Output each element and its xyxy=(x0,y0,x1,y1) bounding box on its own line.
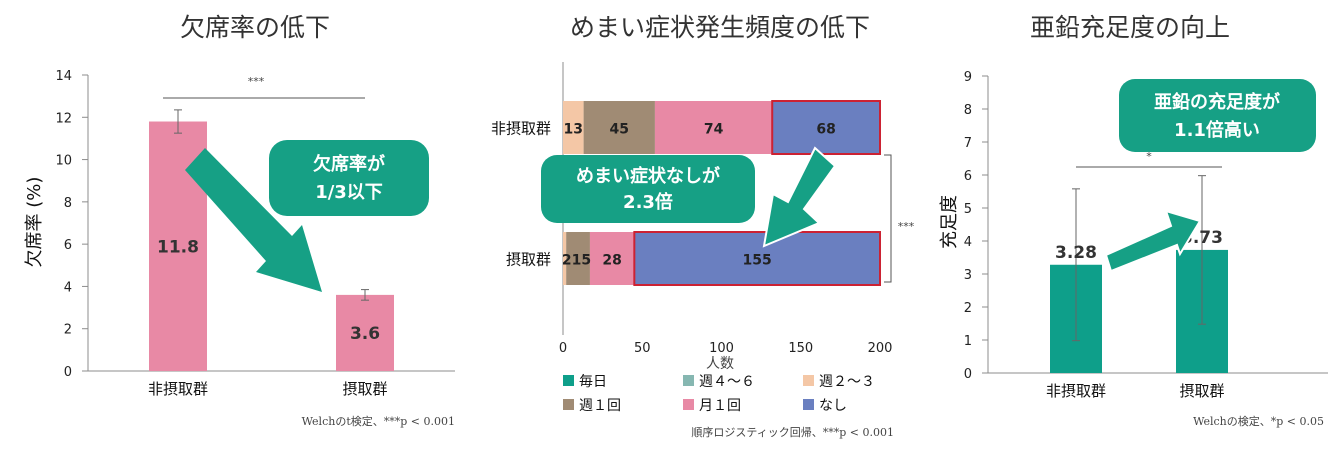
legend-label: なし xyxy=(819,398,847,414)
callout-box xyxy=(541,155,755,223)
segment-label: 155 xyxy=(743,253,772,269)
y-tick-label: 0 xyxy=(64,365,72,380)
x-tick-label: 50 xyxy=(634,341,651,356)
callout-line-1: 欠席率が xyxy=(313,153,385,175)
callout-line-2: 1/3以下 xyxy=(315,182,383,203)
bar-segment xyxy=(566,232,590,285)
segment-label: 68 xyxy=(816,122,835,138)
x-tick-label: 200 xyxy=(868,341,893,356)
significance-marker: *** xyxy=(248,75,265,88)
bar-segment xyxy=(563,232,567,285)
legend-swatch xyxy=(563,375,574,386)
x-tick-label: 150 xyxy=(788,341,813,356)
legend-label: 毎日 xyxy=(579,374,607,390)
x-tick-label: 摂取群 xyxy=(1179,382,1224,400)
y-tick-label: 14 xyxy=(55,69,72,84)
absence-rate-chart: 欠席率の低下 欠席率 (%) 0 2 4 6 8 10 12 14 11.8 非摂取群 3.6 摂取… xyxy=(24,13,455,428)
increase-arrow xyxy=(1104,209,1202,273)
segment-label: 45 xyxy=(610,122,629,138)
y-tick-label: 6 xyxy=(64,238,72,253)
bar-segment xyxy=(589,232,635,285)
footnote: Welchのt検定、***p < 0.001 xyxy=(302,414,455,428)
legend-label: 週１回 xyxy=(579,398,621,414)
y-tick-label: 非摂取群 xyxy=(491,120,551,138)
chart-title: めまい症状発生頻度の低下 xyxy=(570,13,870,42)
bar-segment xyxy=(654,101,773,154)
segment-label: 215 xyxy=(562,253,591,269)
y-tick-label: 8 xyxy=(964,103,972,118)
legend-label: 週２～３ xyxy=(819,374,875,390)
callout-box xyxy=(269,140,429,216)
y-axis-label: 欠席率 (%) xyxy=(24,177,45,268)
data-label: 11.8 xyxy=(157,237,199,257)
legend-label: 月１回 xyxy=(699,398,741,414)
y-tick-label: 12 xyxy=(55,111,72,126)
y-tick-label: 4 xyxy=(964,235,972,250)
legend-swatch xyxy=(803,399,814,410)
chart-title: 亜鉛充足度の向上 xyxy=(1030,13,1230,42)
legend: 毎日 週４～６ 週２～３ 週１回 月１回 なし xyxy=(563,374,875,414)
callout-line-1: めまい症状なしが xyxy=(576,165,720,187)
absence-rate-chart-panel: 欠席率の低下 欠席率 (%) 0 2 4 6 8 10 12 14 11.8 非摂取群 3.6 摂取… xyxy=(0,0,470,447)
y-tick-label: 10 xyxy=(55,154,72,169)
y-tick-label: 4 xyxy=(64,280,72,295)
legend-swatch xyxy=(683,375,694,386)
segment-label: 74 xyxy=(704,122,724,138)
callout-line-2: 2.3倍 xyxy=(623,191,673,213)
significance-marker: *** xyxy=(898,220,915,233)
y-tick-label: 2 xyxy=(964,301,972,316)
significance-bracket xyxy=(884,154,892,283)
segment-label: 13 xyxy=(564,122,583,138)
legend-swatch xyxy=(563,399,574,410)
x-tick-label: 0 xyxy=(559,341,567,356)
bar-segment xyxy=(771,100,881,155)
y-tick-label: 6 xyxy=(964,169,972,184)
callout-line-2: 1.1倍高い xyxy=(1174,119,1260,141)
y-tick-label: 5 xyxy=(964,202,972,217)
legend-label: 週４～６ xyxy=(699,374,755,390)
y-axis-label: 充足度 xyxy=(939,195,960,249)
footnote: 順序ロジスティック回帰、***p < 0.001 xyxy=(691,425,894,439)
y-tick-label: 9 xyxy=(964,70,972,85)
bar-segment xyxy=(563,101,584,154)
data-label: 3.28 xyxy=(1055,243,1097,263)
y-tick-label: 2 xyxy=(64,323,72,338)
y-tick-label: 8 xyxy=(64,196,72,211)
significance-marker: * xyxy=(1146,150,1152,163)
chart-title: 欠席率の低下 xyxy=(180,13,330,42)
callout-line-1: 亜鉛の充足度が xyxy=(1154,91,1280,113)
increase-arrow xyxy=(762,146,837,248)
bar-segment xyxy=(633,231,881,286)
legend-swatch xyxy=(803,375,814,386)
y-tick-label: 7 xyxy=(964,136,972,151)
bar-segment xyxy=(583,101,655,154)
segment-label: 28 xyxy=(602,253,621,269)
dizziness-chart-panel: めまい症状発生頻度の低下 0 50 100 150 200 非摂取群摂取群 13 45 74 6… xyxy=(470,0,930,447)
decrease-arrow xyxy=(185,148,322,292)
x-tick-label: 非摂取群 xyxy=(148,380,208,398)
y-tick-label: 3 xyxy=(964,268,972,283)
x-tick-label: 摂取群 xyxy=(342,380,387,398)
y-tick-label: 1 xyxy=(964,334,972,349)
footnote: Welchの検定、*p < 0.05 xyxy=(1193,414,1324,428)
x-tick-label: 100 xyxy=(709,341,734,356)
legend-swatch xyxy=(683,399,694,410)
callout-box xyxy=(1119,79,1316,152)
data-label: 3.6 xyxy=(350,324,380,344)
y-tick-label: 0 xyxy=(964,367,972,382)
x-axis-label: 人数 xyxy=(706,356,734,372)
bar xyxy=(336,294,394,371)
y-tick-label: 摂取群 xyxy=(506,251,551,269)
x-tick-label: 非摂取群 xyxy=(1046,382,1106,400)
